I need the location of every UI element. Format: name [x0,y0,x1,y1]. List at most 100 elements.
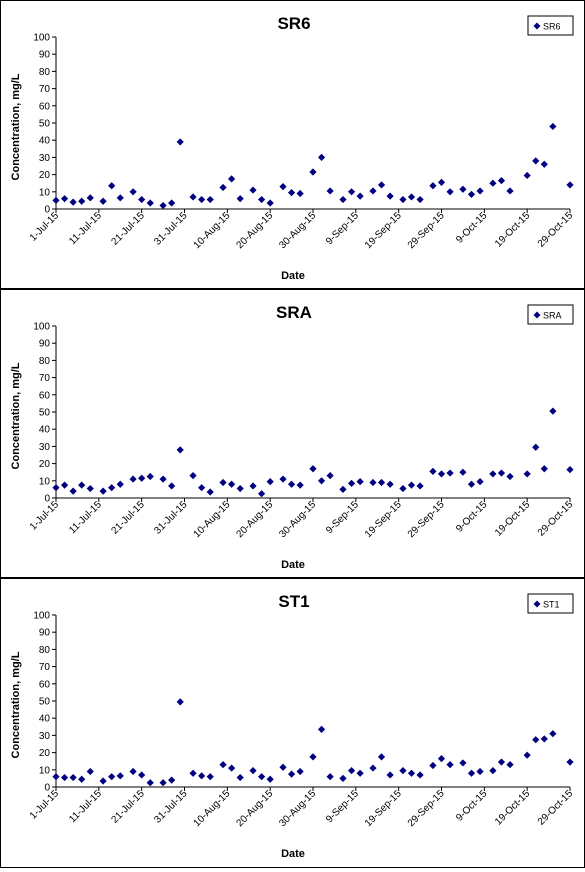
data-point [228,175,236,183]
data-point [437,178,446,186]
y-tick-label: 60 [39,101,51,112]
data-point [168,482,176,490]
data-point [198,772,206,780]
data-point [532,157,540,165]
data-point [198,484,206,492]
data-point [52,196,60,204]
y-tick-label: 30 [39,731,51,742]
data-point [467,190,476,198]
data-point [219,183,227,192]
x-tick-label: 11-Jul-15 [67,499,104,536]
data-point [399,484,407,493]
x-tick-label: 10-Aug-15 [192,499,233,540]
y-tick-label: 30 [39,442,51,453]
data-point [326,187,334,195]
chart-panel-sra: SRA 0 10 20 30 40 50 60 70 80 90 100 1-Jul-15 11-Jul-… [0,289,585,578]
x-tick-label: 21-Jul-15 [110,210,148,248]
data-point [236,484,244,493]
data-point [287,480,296,488]
data-point [540,160,548,168]
x-tick-label: 31-Jul-15 [152,499,190,537]
data-point [168,199,176,207]
data-point [532,736,540,744]
data-point [446,761,454,769]
data-point [60,195,69,203]
x-tick-label: 9-Oct-15 [454,210,490,246]
data-point [446,469,454,477]
data-point [549,122,557,131]
x-tick-label: 29-Oct-15 [536,499,576,539]
data-point [416,482,424,490]
data-point [489,470,497,478]
data-point [69,773,77,782]
data-point [279,763,287,771]
data-point [326,472,334,480]
data-point [52,484,60,492]
y-tick-label: 80 [39,356,51,367]
legend-marker [533,311,541,319]
chart-title: ST1 [278,592,309,611]
data-point [189,193,197,201]
data-point [523,751,531,759]
legend-box [527,304,574,325]
data-point [309,168,317,176]
data-point [326,773,334,781]
data-point [416,771,424,779]
data-point [108,484,116,492]
y-tick-label: 10 [39,476,51,487]
y-tick-label: 20 [39,170,51,181]
data-point [279,475,287,483]
y-tick-label: 50 [39,408,51,419]
data-point [99,197,107,205]
data-point [78,481,86,489]
legend: SRA [527,304,574,325]
data-point [407,769,416,777]
data-point [356,478,364,486]
data-point [446,188,454,196]
data-point [52,773,60,781]
y-axis-title: Concentration, mg/L [10,73,22,180]
data-point [386,771,394,779]
y-tick-label: 50 [39,119,51,130]
data-point [356,192,364,200]
x-tick-label: 21-Jul-15 [110,499,148,537]
chart-title: SRA [276,303,312,322]
x-tick-label: 29-Oct-15 [536,788,576,828]
y-axis-title: Concentration, mg/L [10,651,22,758]
data-point [437,755,446,763]
data-point [116,194,124,202]
data-point [506,761,514,769]
legend-marker [533,600,541,608]
y-axis-title: Concentration, mg/L [10,362,22,469]
data-point [258,195,266,204]
x-tick-label: 11-Jul-15 [67,210,104,247]
data-point [176,138,184,146]
x-axis-title: Date [281,559,305,571]
data-point [339,485,347,493]
x-axis-title: Date [281,848,305,860]
x-tick-label: 31-Jul-15 [152,788,190,826]
x-tick-label: 19-Oct-15 [493,210,533,250]
data-point [489,767,497,775]
data-point [386,192,394,200]
y-tick-label: 30 [39,153,51,164]
data-point [249,482,257,490]
x-tick-label: 20-Aug-15 [234,499,275,540]
x-tick-label: 9-Oct-15 [454,499,490,535]
legend: SR6 [527,15,574,36]
y-tick-label: 10 [39,765,51,776]
data-point [78,775,86,783]
data-point [86,484,94,493]
data-point [228,764,236,772]
data-point [566,466,574,474]
y-tick-label: 50 [39,697,51,708]
data-point [476,187,484,195]
data-point [258,773,266,781]
x-tick-label: 9-Sep-15 [324,788,361,825]
data-point [377,753,386,761]
data-point [287,189,296,197]
chart-panel-st1: ST1 0 10 20 30 40 50 60 70 80 90 100 1-Jul-15 11-Jul-… [0,578,585,868]
data-point [60,773,69,782]
data-point [399,195,407,204]
data-point [476,478,484,486]
